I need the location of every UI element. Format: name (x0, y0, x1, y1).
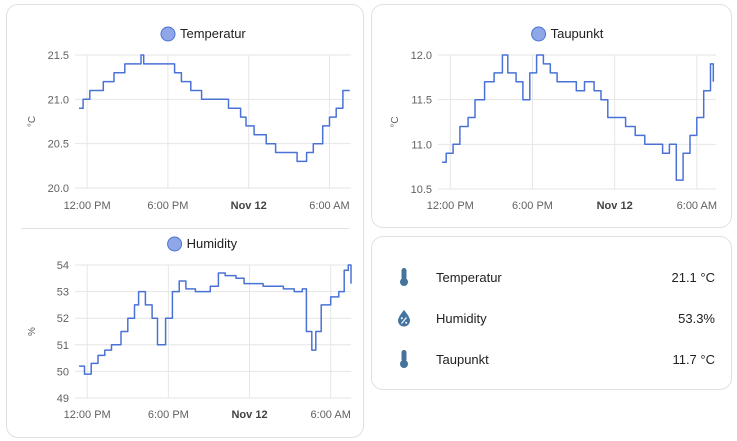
y-tick-label: 51 (57, 340, 69, 352)
y-tick-label: 54 (57, 260, 69, 272)
x-tick-label: 12:00 PM (64, 409, 111, 421)
series-line (442, 54, 715, 181)
x-tick-label: 12:00 PM (64, 200, 111, 212)
entity-row-humidity[interactable]: Humidity 53.3% (372, 298, 731, 338)
y-tick-label: 11.0 (411, 139, 432, 151)
entity-value: 21.1 °C (671, 269, 715, 285)
legend-marker (531, 26, 547, 42)
entity-name: Taupunkt (436, 351, 489, 367)
dewpoint-chart[interactable]: Taupunkt 12.0 11.5 11.0 10.5 12:00 PM 6:00 PM N… (372, 5, 733, 229)
y-tick-label: 52 (57, 313, 69, 325)
x-tick-label: Nov 12 (231, 200, 267, 212)
y-tick-label: 50 (57, 366, 69, 378)
entity-name: Temperatur (436, 269, 502, 285)
x-tick-label: 6:00 AM (311, 409, 351, 421)
legend-label: Temperatur (180, 26, 246, 41)
legend-label: Taupunkt (551, 26, 604, 41)
entity-value: 53.3% (678, 310, 715, 326)
chart-divider (21, 228, 349, 229)
x-tick-label: 6:00 AM (677, 200, 717, 212)
x-tick-label: 6:00 PM (512, 200, 553, 212)
y-axis-unit: °C (27, 116, 38, 127)
legend-label: Humidity (187, 236, 238, 251)
x-tick-label: 6:00 PM (148, 409, 189, 421)
y-tick-label: 12.0 (411, 50, 432, 62)
y-tick-label: 21.5 (48, 50, 69, 62)
y-axis-unit: % (27, 327, 38, 336)
y-tick-label: 53 (57, 287, 69, 299)
x-tick-label: Nov 12 (231, 409, 267, 421)
y-tick-label: 11.5 (411, 95, 432, 107)
thermometer-icon (396, 266, 412, 288)
entity-value: 11.7 °C (672, 351, 715, 367)
x-tick-label: 6:00 PM (147, 200, 188, 212)
y-tick-label: 21.0 (48, 94, 69, 106)
entities-card: Temperatur 21.1 °C Humidity 53.3% Taupun… (371, 236, 732, 390)
entity-row-temperature[interactable]: Temperatur 21.1 °C (372, 257, 731, 297)
x-tick-label: Nov 12 (597, 200, 633, 212)
entity-name: Humidity (436, 310, 487, 326)
y-tick-label: 10.5 (411, 184, 432, 196)
legend-marker (167, 236, 183, 252)
x-tick-label: 6:00 AM (309, 200, 349, 212)
entity-row-dewpoint[interactable]: Taupunkt 11.7 °C (372, 339, 731, 379)
y-tick-label: 20.5 (48, 139, 69, 151)
water-percent-icon (396, 307, 412, 329)
history-card-dewpoint: Taupunkt 12.0 11.5 11.0 10.5 12:00 PM 6:00 PM N… (371, 4, 732, 228)
series-line (79, 264, 352, 375)
y-axis-unit: °C (390, 116, 401, 127)
y-tick-label: 49 (57, 393, 69, 405)
temperature-chart[interactable]: Temperatur 21.5 21.0 20.5 20.0 12:00 PM 6:00 P… (7, 5, 365, 225)
x-tick-label: 12:00 PM (427, 200, 474, 212)
thermometer-icon (396, 348, 412, 370)
legend-marker (160, 26, 176, 42)
history-card-temp-humidity: Temperatur 21.5 21.0 20.5 20.0 12:00 PM 6:00 P… (6, 4, 364, 438)
y-tick-label: 20.0 (48, 183, 69, 195)
humidity-chart[interactable]: Humidity 54 53 52 51 50 49 12:00 PM 6:00 PM Nov 1… (7, 5, 365, 439)
series-line (79, 54, 350, 163)
